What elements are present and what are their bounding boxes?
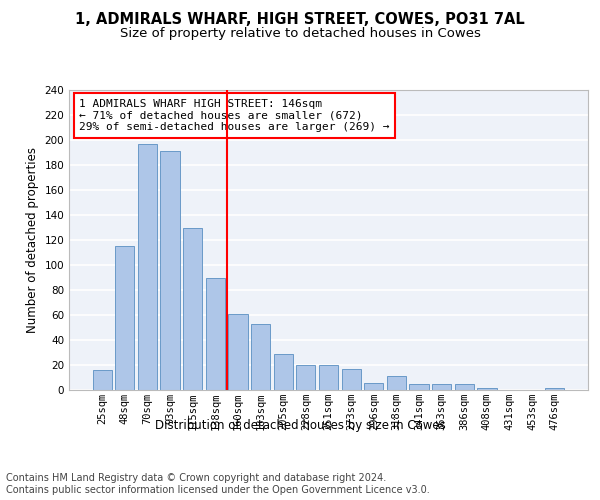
Bar [364,382,383,390]
Text: 1 ADMIRALS WHARF HIGH STREET: 146sqm
← 71% of detached houses are smaller (672)
: 1 ADMIRALS WHARF HIGH STREET: 146sqm ← 7… [79,99,390,132]
Bar [138,144,157,390]
Bar [251,324,270,390]
Text: Size of property relative to detached houses in Cowes: Size of property relative to detached ho… [119,28,481,40]
Bar [296,365,316,390]
Bar [409,384,428,390]
Bar [455,384,474,390]
Text: 1, ADMIRALS WHARF, HIGH STREET, COWES, PO31 7AL: 1, ADMIRALS WHARF, HIGH STREET, COWES, P… [75,12,525,28]
Text: Contains HM Land Registry data © Crown copyright and database right 2024.
Contai: Contains HM Land Registry data © Crown c… [6,474,430,495]
Bar [432,384,451,390]
Bar [92,370,112,390]
Text: Distribution of detached houses by size in Cowes: Distribution of detached houses by size … [155,420,445,432]
Bar [183,228,202,390]
Bar [229,314,248,390]
Bar [274,354,293,390]
Y-axis label: Number of detached properties: Number of detached properties [26,147,39,333]
Bar [319,365,338,390]
Bar [545,388,565,390]
Bar [206,278,225,390]
Bar [115,246,134,390]
Bar [160,151,180,390]
Bar [387,376,406,390]
Bar [477,388,497,390]
Bar [341,369,361,390]
